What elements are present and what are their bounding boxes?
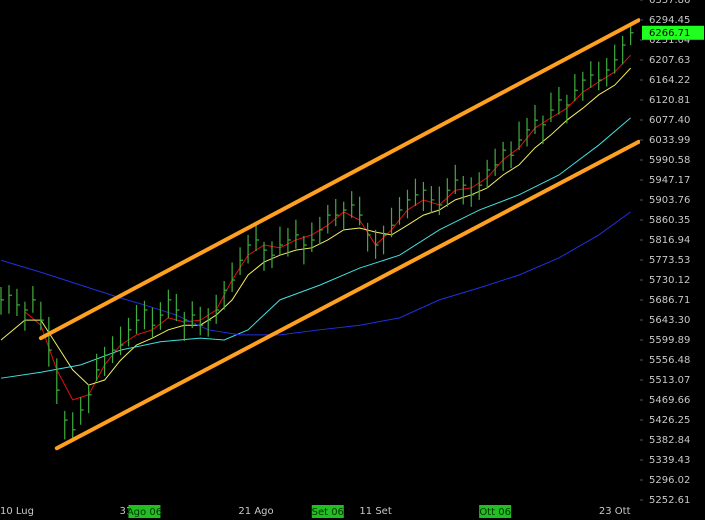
trendline (54, 139, 640, 451)
y-tick-label: 6033.99 (649, 135, 690, 146)
y-tick-label: 5730.12 (649, 275, 690, 286)
y-tick-label: 5252.61 (649, 495, 690, 506)
y-tick-label: 5990.58 (649, 155, 690, 166)
y-tick-label: 5296.02 (649, 475, 690, 486)
y-tick-label: 6120.81 (649, 95, 690, 106)
x-tick-label: 23 Ott (599, 506, 631, 517)
period-label-box (128, 505, 161, 518)
y-tick-label: 5947.17 (649, 175, 690, 186)
y-tick-label: 6164.22 (649, 75, 690, 86)
last-price-box (642, 25, 704, 40)
y-tick-label: 5686.71 (649, 295, 690, 306)
y-tick-label: 5773.53 (649, 255, 690, 266)
period-label-box (311, 505, 344, 518)
y-tick-label: 5556.48 (649, 355, 690, 366)
period-label: Ott 06 (479, 507, 511, 518)
y-tick-label: 5643.30 (649, 315, 690, 326)
y-tick-label: 5816.94 (649, 235, 690, 246)
x-tick-label: 10 Lug (0, 506, 34, 517)
y-tick-label: 5599.89 (649, 335, 690, 346)
x-tick-label: 11 Set (359, 506, 391, 517)
y-tick-label: 6251.04 (649, 35, 690, 46)
y-tick-label: 5382.84 (649, 435, 690, 446)
y-tick-label: 5513.07 (649, 375, 690, 386)
last-price-label: 6266.71 (649, 28, 690, 39)
period-label: Set 06 (312, 507, 344, 518)
y-tick-label: 5903.76 (649, 195, 690, 206)
y-tick-label: 6077.40 (649, 115, 690, 126)
y-tick-label: 6337.86 (649, 0, 690, 6)
moving-average (0, 211, 631, 336)
y-tick-label: 5339.43 (649, 455, 690, 466)
period-label-box (479, 505, 512, 518)
y-tick-label: 5426.25 (649, 415, 690, 426)
x-tick-label: 21 Ago (238, 506, 273, 517)
y-tick-label: 6207.63 (649, 55, 690, 66)
moving-average (0, 117, 631, 379)
y-tick-label: 6294.45 (649, 15, 690, 26)
period-label: Ago 06 (127, 507, 162, 518)
y-tick-label: 5469.66 (649, 395, 690, 406)
plot (0, 18, 640, 451)
y-tick-label: 5860.35 (649, 215, 690, 226)
trendline (38, 18, 640, 341)
